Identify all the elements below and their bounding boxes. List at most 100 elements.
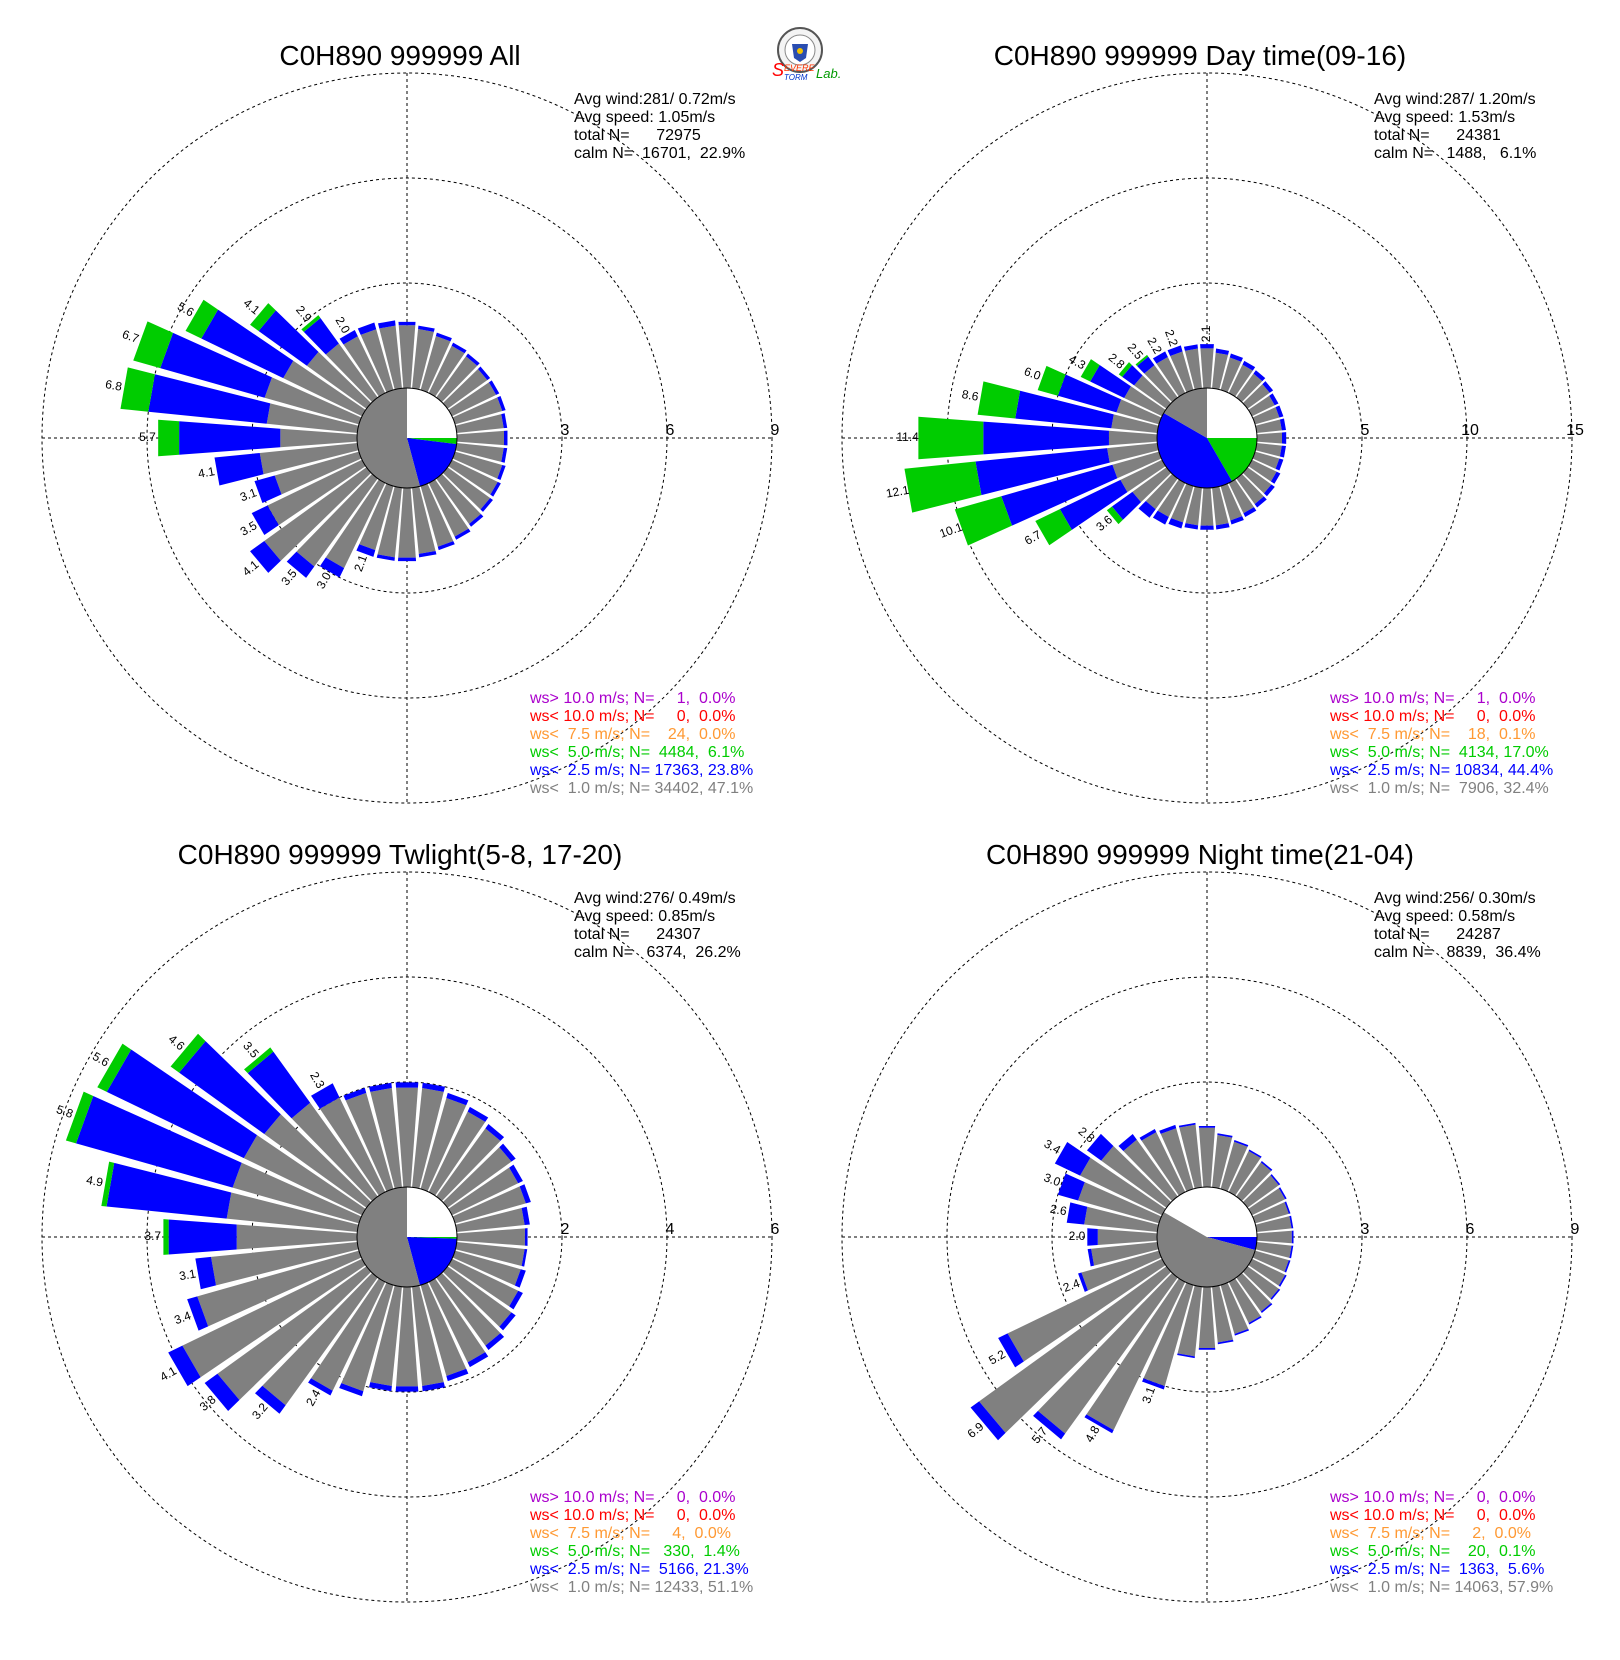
bar-segment-gray: [1170, 351, 1194, 393]
bar-segment-gray: [1198, 1286, 1216, 1348]
bar-segment-green: [133, 321, 174, 369]
bar-segment-blue: [1087, 1248, 1095, 1267]
bar-segment-blue: [503, 430, 508, 446]
info-line-2: Avg speed: 0.58m/s: [1374, 908, 1515, 925]
bar-segment-gray: [1120, 459, 1166, 493]
bar-segment-gray: [359, 483, 394, 551]
bar-segment-blue: [179, 421, 281, 455]
bar-segment-gray: [1134, 375, 1172, 409]
bar-segment-gray: [197, 1250, 362, 1327]
rose-panel-4: C0H890 999999 Night time(21-04) 3 6 9 3.1 4.8…: [841, 839, 1580, 1603]
bar-segment-blue: [451, 342, 467, 354]
bar-segment-blue: [1269, 393, 1279, 406]
bar-label: 8.6: [961, 387, 980, 404]
info-line-4: calm N= 1488, 6.1%: [1374, 145, 1536, 162]
bar-segment-blue: [1118, 1133, 1137, 1151]
bar-segment-blue: [343, 1087, 367, 1101]
bar-segment-gray: [1255, 419, 1282, 433]
bar-segment-blue: [1284, 1201, 1291, 1214]
bar-segment-gray: [1255, 1242, 1292, 1258]
legend-line-1: ws> 10.0 m/s; N= 1, 0.0%: [1329, 690, 1535, 707]
ring-label: 6: [1466, 1221, 1475, 1238]
bar-segment-blue: [998, 1333, 1024, 1368]
legend-line-5: ws< 2.5 m/s; N= 5166, 21.3%: [529, 1561, 749, 1578]
bar-segment-blue: [1291, 1230, 1294, 1244]
bar-segment-gray: [396, 1286, 418, 1387]
calm-pie-slice: [356, 1187, 420, 1287]
bar-segment-gray: [1252, 1250, 1289, 1272]
legend-line-2: ws< 10.0 m/s; N= 0, 0.0%: [529, 708, 735, 725]
bar-label: 3.1: [238, 485, 259, 504]
bar-segment-blue: [1248, 1315, 1262, 1325]
bar-segment-blue: [509, 1164, 523, 1184]
logo-text-severe: EVERE: [784, 63, 816, 73]
bar-segment-blue: [258, 310, 319, 366]
bar-segment-blue: [1229, 353, 1243, 362]
bar-segment-green: [1037, 365, 1066, 396]
bar-segment-green: [250, 303, 276, 331]
bar-segment-blue: [251, 505, 279, 535]
ring-2: [946, 976, 1468, 1498]
bar-segment-gray: [1252, 1202, 1289, 1224]
bar-label: 5.8: [55, 1102, 76, 1121]
bar-segment-blue: [485, 1333, 505, 1350]
bar-segment-gray: [428, 479, 469, 537]
bar-segment-gray: [412, 329, 434, 390]
bar-segment-blue: [446, 1092, 469, 1106]
info-line-1: Avg wind:276/ 0.49m/s: [574, 890, 736, 907]
bar-label: 5.2: [986, 1347, 1008, 1368]
bar-segment-gray: [262, 1272, 378, 1406]
bar-segment-blue: [485, 1124, 505, 1141]
bar-label: 2.4: [1061, 1276, 1082, 1295]
legend-line-4: ws< 5.0 m/s; N= 4484, 6.1%: [529, 744, 744, 761]
bar-segment-gray: [182, 1258, 366, 1378]
bar-segment-blue: [319, 557, 345, 578]
bar-segment-gray: [448, 1258, 519, 1307]
bar-segment-gray: [1212, 352, 1229, 390]
bar-segment-gray: [211, 1242, 359, 1286]
bar-segment-blue: [395, 1386, 419, 1392]
bar-segment-gray: [1228, 1151, 1261, 1196]
bar-segment-blue: [357, 322, 377, 335]
bar-segment-gray: [267, 459, 366, 526]
bar-segment-blue: [1289, 1215, 1294, 1229]
bar-segment-gray: [1256, 432, 1282, 444]
logo-text-lab: Lab.: [816, 66, 841, 81]
bar-segment-gray: [343, 336, 386, 397]
bar-segment-blue: [168, 1345, 201, 1387]
calm-circle-outline: [1156, 387, 1258, 489]
bar-segment-gray: [452, 397, 503, 425]
panel-title: C0H890 999999 Night time(21-04): [986, 839, 1414, 870]
logo-star: [797, 48, 803, 54]
bar-segment-blue: [311, 1083, 340, 1109]
bar-segment-blue: [368, 1082, 392, 1092]
bar-segment-blue: [1090, 365, 1131, 398]
bar-segment-blue: [1198, 1126, 1216, 1128]
bar-segment-gray: [1108, 430, 1158, 446]
bar-segment-gray: [1084, 1206, 1159, 1232]
bar-segment-blue: [1260, 1302, 1273, 1314]
bar-label: 2.1: [351, 553, 370, 574]
bar-segment-blue: [437, 541, 455, 551]
bar-segment-gray: [264, 467, 372, 561]
bar-segment-gray: [412, 486, 436, 554]
bar-segment-gray: [1248, 395, 1275, 417]
bar-segment-gray: [1212, 486, 1229, 526]
bar-segment-green: [170, 1033, 206, 1073]
legend-line-6: ws< 1.0 m/s; N= 34402, 47.1%: [529, 780, 753, 797]
bar-segment-blue: [422, 1382, 446, 1392]
bar-segment-blue: [480, 497, 493, 512]
ring-3: [841, 871, 1573, 1603]
bar-segment-blue: [204, 1373, 240, 1411]
bar-label: 6.7: [1022, 527, 1044, 548]
bar-segment-blue: [1253, 370, 1266, 382]
bar-segment-gray: [1112, 451, 1162, 479]
bar-segment-green: [163, 1219, 169, 1255]
bar-segment-blue: [1184, 523, 1199, 530]
bar-label: 4.9: [85, 1173, 104, 1190]
legend-line-4: ws< 5.0 m/s; N= 330, 1.4%: [529, 1543, 740, 1560]
bar-segment-gray: [377, 486, 402, 558]
bar-segment-gray: [442, 1147, 512, 1208]
bar-label: 3.1: [178, 1266, 197, 1283]
